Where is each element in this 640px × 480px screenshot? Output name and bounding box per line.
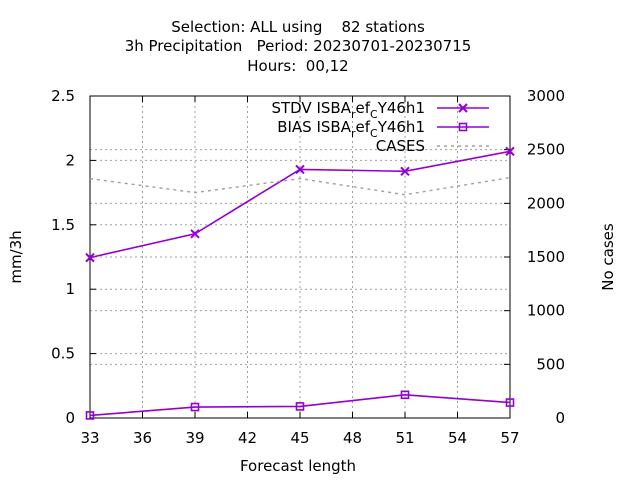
- y2-tick-label: 2500: [527, 141, 565, 159]
- legend-bias-sub1: r: [351, 127, 356, 140]
- chart-title: Selection: ALL using 82 stations 3h Prec…: [125, 18, 472, 75]
- legend-label-cases: CASES: [376, 137, 425, 155]
- legend-stdv-end: Y46h1: [377, 99, 425, 117]
- legend-marker-bias: [458, 122, 468, 132]
- data-point-stdv: [505, 146, 515, 157]
- y-axis-ticks: 0 0.5 1 1.5 2 2.5: [51, 87, 96, 427]
- title-line-1: Selection: ALL using 82 stations: [171, 18, 425, 36]
- x-tick-label: 57: [500, 429, 519, 447]
- y2-tick-label: 3000: [527, 87, 565, 105]
- legend-stdv-sub1: r: [351, 108, 356, 121]
- y2-tick-label: 1000: [527, 302, 565, 320]
- data-point-bias: [85, 411, 95, 420]
- legend-label-stdv: STDV ISBArefCY46h1: [271, 99, 425, 121]
- title-line-2: 3h Precipitation Period: 20230701-202307…: [125, 37, 472, 55]
- legend-marker-stdv: [458, 103, 468, 113]
- legend-stdv-sub2: C: [370, 108, 378, 121]
- x-tick-label: 48: [343, 429, 362, 447]
- data-point-bias: [400, 390, 410, 400]
- y-tick-label: 2: [65, 151, 75, 169]
- y-tick-label: 0: [65, 409, 75, 427]
- x-tick-label: 33: [80, 429, 99, 447]
- legend-bias-mid: ef: [355, 118, 370, 136]
- y-tick-label: 1.5: [51, 216, 75, 234]
- x-tick-label: 51: [395, 429, 414, 447]
- series-layer: [85, 146, 515, 420]
- legend-stdv-name: STDV ISBA: [271, 99, 351, 117]
- legend: STDV ISBArefCY46h1 BIAS ISBArefCY46h1 CA…: [271, 99, 489, 155]
- series-line-cases: [89, 176, 511, 196]
- x-axis-label: Forecast length: [240, 457, 356, 475]
- series-line-bias: [89, 393, 511, 417]
- y2-tick-label: 500: [536, 355, 565, 373]
- data-point-bias: [295, 402, 305, 411]
- legend-stdv-mid: ef: [355, 99, 370, 117]
- data-point-bias: [190, 402, 200, 412]
- y-tick-label: 1: [65, 280, 75, 298]
- y2-grid: [90, 149, 510, 365]
- data-point-stdv: [190, 229, 200, 239]
- legend-label-bias: BIAS ISBArefCY46h1: [277, 118, 425, 140]
- data-point-stdv: [295, 164, 305, 175]
- x-tick-label: 42: [238, 429, 257, 447]
- data-point-bias: [505, 398, 515, 407]
- x-tick-label: 54: [448, 429, 467, 447]
- legend-bias-name: BIAS ISBA: [277, 118, 352, 136]
- y2-tick-label: 1500: [527, 248, 565, 266]
- y2-tick-label: 2000: [527, 194, 565, 212]
- x-tick-label: 39: [185, 429, 204, 447]
- x-tick-label: 36: [133, 429, 152, 447]
- y-axis-label: mm/3h: [7, 230, 25, 283]
- y2-axis-label: No cases: [599, 223, 617, 291]
- title-line-3: Hours: 00,12: [247, 57, 348, 75]
- y-tick-label: 2.5: [51, 87, 75, 105]
- legend-samples: [437, 103, 489, 147]
- legend-bias-end: Y46h1: [377, 118, 425, 136]
- y-tick-label: 0.5: [51, 345, 75, 363]
- x-tick-label: 45: [290, 429, 309, 447]
- legend-bias-sub2: C: [370, 127, 378, 140]
- data-point-stdv: [85, 252, 95, 263]
- y2-tick-label: 0: [555, 409, 565, 427]
- y2-axis-ticks: 0 500 1000 1500 2000 2500 3000: [504, 87, 565, 427]
- data-point-stdv: [400, 166, 410, 177]
- x-axis-ticks: 33 36 39 42 45 48 51 54 57: [80, 96, 520, 447]
